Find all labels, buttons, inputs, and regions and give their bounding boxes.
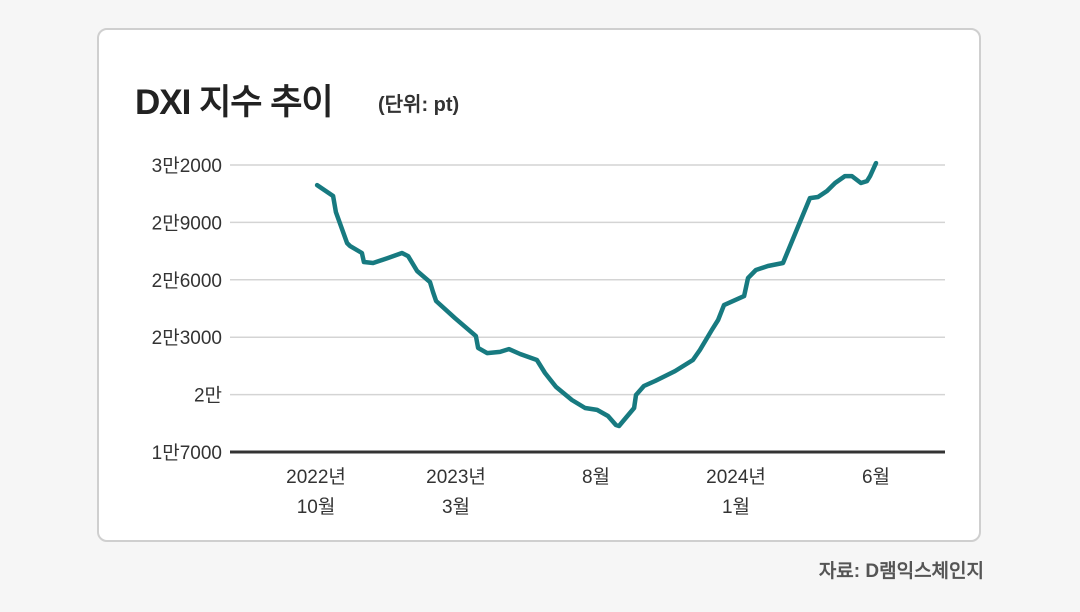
x-tick-label: 2024년 bbox=[706, 466, 766, 488]
x-tick-label: 8월 bbox=[582, 466, 610, 488]
x-tick-label: 1월 bbox=[722, 496, 750, 518]
y-tick-label: 2만6000 bbox=[152, 270, 222, 292]
series-line-dxi bbox=[314, 160, 879, 429]
x-tick-label: 6월 bbox=[862, 466, 890, 488]
chart-title: DXI 지수 추이 bbox=[135, 83, 334, 122]
y-tick-label: 3만2000 bbox=[152, 155, 222, 177]
y-tick-label: 2만 bbox=[194, 385, 222, 407]
y-tick-label: 1만7000 bbox=[152, 442, 222, 464]
y-tick-label: 2만3000 bbox=[152, 327, 222, 349]
x-tick-label: 2022년 bbox=[286, 466, 346, 488]
source-note: 자료: D램익스체인지 bbox=[818, 561, 984, 582]
x-tick-label: 10월 bbox=[297, 496, 336, 518]
y-tick-label: 2만9000 bbox=[152, 212, 222, 234]
chart-card bbox=[97, 28, 981, 542]
unit-label: (단위: pt) bbox=[378, 94, 460, 116]
x-tick-label: 2023년 bbox=[426, 466, 486, 488]
x-tick-label: 3월 bbox=[442, 496, 470, 518]
